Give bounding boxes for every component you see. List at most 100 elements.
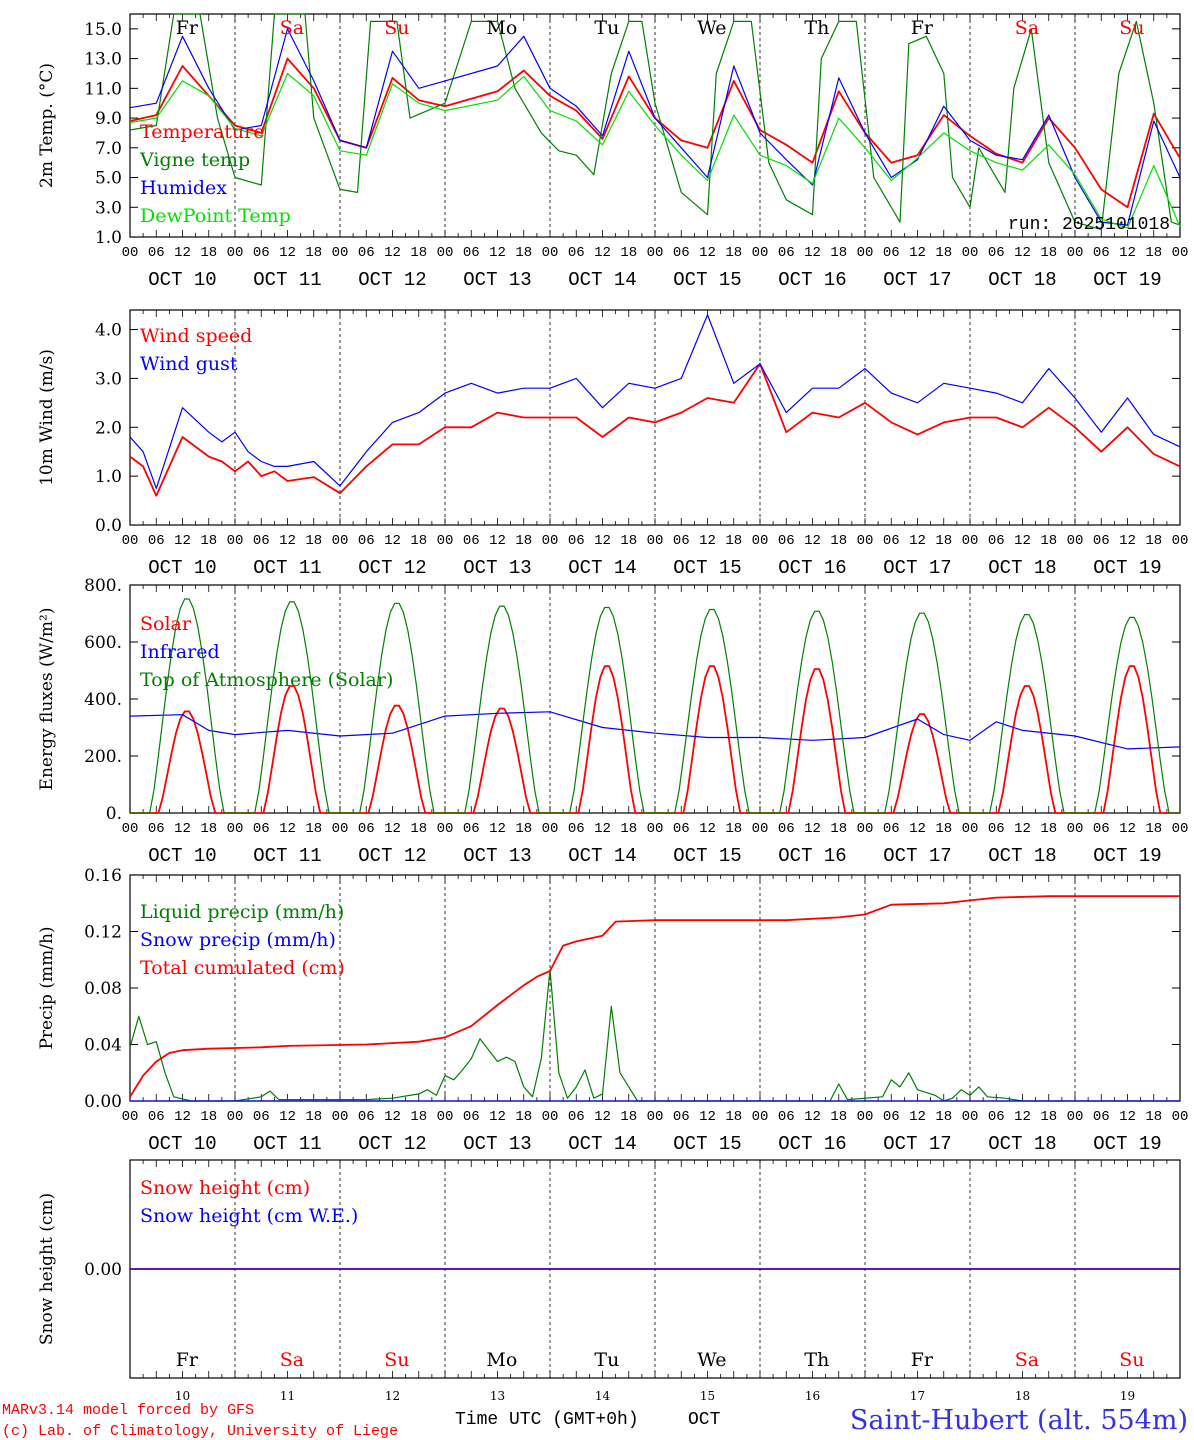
hour-label: 18	[935, 533, 952, 549]
day-number: 12	[385, 1389, 400, 1403]
hour-label: 06	[778, 1109, 795, 1125]
weekday-label: We	[697, 17, 726, 39]
hour-label: 18	[200, 821, 217, 837]
date-label: OCT 14	[568, 1133, 636, 1155]
y-axis-label: Energy fluxes (W/m²)	[37, 608, 57, 791]
hour-label: 12	[594, 245, 611, 261]
hour-label: 18	[1145, 1109, 1162, 1125]
hour-label: 18	[725, 821, 742, 837]
series-wind-gust	[129, 314, 1181, 489]
hour-label: 18	[620, 533, 637, 549]
hour-label: 06	[1093, 1109, 1110, 1125]
hour-label: 00	[332, 533, 349, 549]
hour-label: 06	[988, 245, 1005, 261]
hour-label: 06	[358, 245, 375, 261]
hour-label: 00	[962, 1109, 979, 1125]
y-tick-label: 0.12	[84, 923, 122, 943]
hour-label: 00	[542, 821, 559, 837]
date-label: OCT 13	[463, 1133, 531, 1155]
hour-label: 00	[1172, 1109, 1189, 1125]
weekday-label: Sa	[280, 1349, 304, 1371]
date-label: OCT 16	[778, 557, 846, 579]
y-axis-label: Precip (mm/h)	[37, 926, 57, 1049]
date-label: OCT 17	[883, 1133, 951, 1155]
hour-label: 18	[830, 245, 847, 261]
weekday-label: Sa	[1015, 17, 1039, 39]
y-tick-label: 2.0	[95, 418, 122, 438]
hour-label: 18	[830, 821, 847, 837]
date-label: OCT 16	[778, 845, 846, 867]
month-label: OCT	[688, 1410, 721, 1430]
hour-label: 12	[909, 245, 926, 261]
hour-label: 12	[699, 821, 716, 837]
legend-entry: Liquid precip (mm/h)	[140, 901, 344, 923]
hour-label: 06	[148, 1109, 165, 1125]
series-infrared	[129, 711, 1181, 750]
station-title: Saint-Hubert (alt. 554m)	[850, 1405, 1188, 1436]
hour-label: 00	[647, 245, 664, 261]
panel-2: 0.0 1.0 2.0 3.0 4.0 10m Wind (m/s) Wind speed W…	[37, 309, 1188, 579]
y-tick-label: 800.	[84, 576, 122, 596]
hour-label: 12	[279, 533, 296, 549]
hour-label: 00	[542, 245, 559, 261]
hour-label: 06	[673, 1109, 690, 1125]
hour-label: 18	[1040, 1109, 1057, 1125]
y-tick-label: 1.0	[95, 467, 122, 487]
y-tick-label: 7.0	[95, 139, 122, 159]
panel-5: 0.00 Snow height (cm) Snow height (cm) Snow…	[37, 1159, 1181, 1403]
hour-label: 12	[174, 1109, 191, 1125]
hour-label: 12	[1119, 245, 1136, 261]
hour-label: 18	[515, 245, 532, 261]
legend-entry: Temperature	[140, 121, 264, 143]
hour-label: 18	[620, 245, 637, 261]
panel-3: 0. 200. 400. 600. 800. Energy fluxes (W/m²) So…	[37, 576, 1188, 867]
hour-label: 06	[988, 1109, 1005, 1125]
hour-label: 12	[174, 821, 191, 837]
date-label: OCT 18	[988, 269, 1056, 291]
hour-label: 12	[279, 1109, 296, 1125]
hour-label: 12	[594, 821, 611, 837]
day-number: 11	[280, 1389, 295, 1403]
hour-label: 18	[620, 821, 637, 837]
hour-label: 06	[148, 821, 165, 837]
weekday-label: Fr	[176, 1349, 199, 1371]
hour-label: 00	[857, 533, 874, 549]
hour-label: 06	[358, 821, 375, 837]
hour-label: 18	[725, 1109, 742, 1125]
y-tick-label: 3.0	[95, 198, 122, 218]
series-vigne-temp	[129, 13, 1181, 231]
y-tick-label: 0.00	[84, 1260, 122, 1280]
hour-label: 18	[1145, 533, 1162, 549]
hour-label: 18	[725, 533, 742, 549]
hour-label: 00	[752, 821, 769, 837]
hour-label: 00	[962, 533, 979, 549]
date-label: OCT 15	[673, 1133, 741, 1155]
hour-label: 06	[778, 245, 795, 261]
hour-label: 00	[227, 533, 244, 549]
hour-label: 06	[148, 533, 165, 549]
hour-label: 06	[463, 533, 480, 549]
legend-entry: Solar	[140, 613, 192, 635]
hour-label: 06	[253, 821, 270, 837]
hour-label: 06	[568, 245, 585, 261]
hour-label: 18	[935, 821, 952, 837]
hour-label: 12	[384, 533, 401, 549]
y-tick-label: 1.0	[95, 228, 122, 248]
date-label: OCT 17	[883, 557, 951, 579]
hour-label: 12	[384, 245, 401, 261]
weekday-label: Fr	[911, 1349, 934, 1371]
hour-label: 06	[988, 533, 1005, 549]
hour-label: 12	[174, 245, 191, 261]
hour-label: 12	[1014, 533, 1031, 549]
date-label: OCT 15	[673, 557, 741, 579]
legend-entry: Vigne temp	[139, 149, 250, 171]
weekday-label: Tu	[594, 1349, 619, 1371]
panel-1: 1.0 3.0 5.0 7.0 9.0 11.0 13.0 15.0 2m Temp. (°C)…	[37, 13, 1188, 291]
hour-label: 18	[410, 1109, 427, 1125]
hour-label: 00	[332, 821, 349, 837]
y-axis-label: 10m Wind (m/s)	[37, 349, 57, 486]
date-label: OCT 19	[1093, 1133, 1161, 1155]
date-label: OCT 11	[253, 557, 321, 579]
y-tick-label: 11.0	[84, 79, 122, 99]
